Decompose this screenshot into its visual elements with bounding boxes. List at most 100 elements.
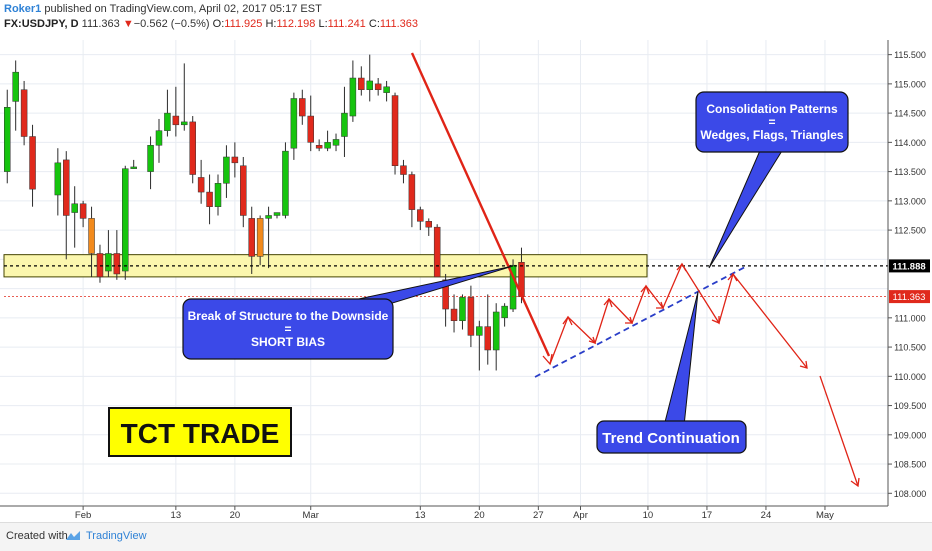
- footer-bar: Created with TradingView: [0, 522, 932, 551]
- trend-continuation-label: Trend Continuation: [602, 430, 739, 447]
- time-axis[interactable]: Feb 13 20 Mar 13 20 27 Apr 10 17 24 May: [75, 506, 834, 521]
- candlestick-series: [4, 54, 525, 371]
- last-value: 111.363: [81, 18, 120, 30]
- y-tick-label: 111.000: [894, 313, 925, 323]
- candle-body: [223, 156, 230, 184]
- y-tick-label: 113.000: [894, 196, 926, 206]
- y-tick-label: 109.000: [894, 430, 927, 440]
- candle-body: [273, 212, 281, 216]
- candle-body: [71, 203, 78, 213]
- candle-33: [307, 95, 314, 152]
- price-chart[interactable]: Break of Structure to the Downside = SHO…: [0, 0, 932, 522]
- price-axis-background: [888, 40, 932, 505]
- chart-header: Roker1 published on TradingView.com, Apr…: [4, 2, 418, 32]
- candle-body: [501, 305, 508, 319]
- candle-44: [400, 159, 407, 184]
- projected-drop-line: [819, 375, 859, 487]
- candle-46: [417, 206, 424, 231]
- y-tick-label: 115.500: [894, 50, 926, 60]
- candle-8: [88, 206, 95, 277]
- price-axis[interactable]: 115.500 115.000 114.500 114.000 113.500 113.0…: [888, 50, 926, 499]
- candle-50: [450, 294, 458, 333]
- low-label: L:: [318, 18, 328, 30]
- candle-18: [181, 63, 188, 131]
- candle-body: [214, 183, 222, 207]
- candle-body: [172, 115, 180, 126]
- candle-23: [223, 145, 230, 198]
- candle-14: [147, 136, 154, 190]
- tradingview-brand-link[interactable]: TradingView: [86, 530, 147, 542]
- candle-body: [181, 121, 188, 126]
- y-tick-label: 108.500: [894, 460, 927, 470]
- candle-body: [358, 77, 365, 90]
- x-tick-label: 13: [415, 510, 426, 521]
- candle-55: [492, 303, 500, 371]
- tct-trade-label: TCT TRADE: [121, 418, 280, 449]
- candle-12: [122, 165, 129, 280]
- x-tick-label: 24: [761, 510, 772, 521]
- x-tick-label: 17: [702, 510, 713, 521]
- author-name[interactable]: Roker1: [4, 3, 42, 15]
- candle-body: [20, 89, 28, 137]
- change-arrow-icon: ▼: [122, 18, 134, 30]
- x-tick-label: Mar: [303, 510, 319, 521]
- y-tick-label: 114.500: [894, 109, 926, 119]
- candle-body: [467, 297, 475, 336]
- low-value: 111.241: [327, 18, 366, 30]
- publish-line: Roker1 published on TradingView.com, Apr…: [4, 2, 418, 17]
- candle-body: [433, 226, 441, 278]
- candle-36: [332, 133, 340, 152]
- consol-line3: Wedges, Flags, Triangles: [700, 128, 843, 142]
- candle-body: [349, 77, 357, 117]
- candle-body: [324, 142, 331, 149]
- high-label: H:: [265, 18, 277, 30]
- open-value: 111.925: [224, 18, 263, 30]
- candle-37: [341, 86, 348, 157]
- candle-43: [391, 92, 399, 175]
- candle-body: [442, 279, 449, 310]
- candle-28: [265, 206, 272, 269]
- candle-body: [484, 326, 492, 351]
- candle-5: [63, 151, 70, 260]
- candle-29: [273, 212, 281, 219]
- tct-trade-box: TCT TRADE: [108, 407, 292, 457]
- candle-48: [433, 224, 441, 278]
- high-value: 112.198: [276, 18, 316, 30]
- close-value: 111.363: [379, 18, 419, 30]
- candle-body: [383, 86, 390, 93]
- candle-body: [408, 174, 416, 210]
- x-tick-label: 13: [171, 510, 182, 521]
- candle-body: [231, 156, 239, 164]
- symbol-label[interactable]: FX:USDJPY, D: [4, 18, 79, 30]
- candle-25: [240, 156, 247, 228]
- candle-51: [459, 294, 466, 330]
- quote-line: FX:USDJPY, D 111.363 ▼−0.562 (−0.5%) O:1…: [4, 17, 418, 32]
- candle-9: [96, 244, 104, 283]
- candle-53: [476, 320, 483, 371]
- candle-body: [113, 253, 121, 275]
- level-price-label: 111.888: [892, 261, 925, 272]
- trend-continuation-callout: Trend Continuation: [596, 291, 747, 454]
- candle-40: [366, 54, 373, 102]
- x-tick-label: 20: [474, 510, 485, 521]
- y-tick-label: 110.500: [894, 343, 926, 353]
- y-tick-label: 109.500: [894, 401, 927, 411]
- candle-body: [417, 209, 424, 222]
- candle-body: [189, 121, 196, 175]
- candle-6: [71, 186, 78, 248]
- candle-24: [231, 142, 239, 178]
- open-label: O:: [212, 18, 225, 30]
- candle-body: [164, 112, 171, 131]
- change-value: −0.562 (−0.5%): [133, 18, 210, 30]
- y-tick-label: 112.500: [894, 226, 926, 236]
- candle-body: [105, 253, 112, 272]
- candle-body: [366, 80, 373, 90]
- last-price-tag: 111.363: [889, 290, 930, 304]
- tradingview-logo-icon[interactable]: [66, 531, 80, 540]
- candle-body: [147, 145, 154, 172]
- y-tick-label: 115.000: [894, 79, 926, 89]
- candle-1: [12, 60, 19, 131]
- candle-17: [172, 86, 180, 137]
- candle-body: [450, 308, 458, 322]
- bos-line3: SHORT BIAS: [251, 335, 325, 349]
